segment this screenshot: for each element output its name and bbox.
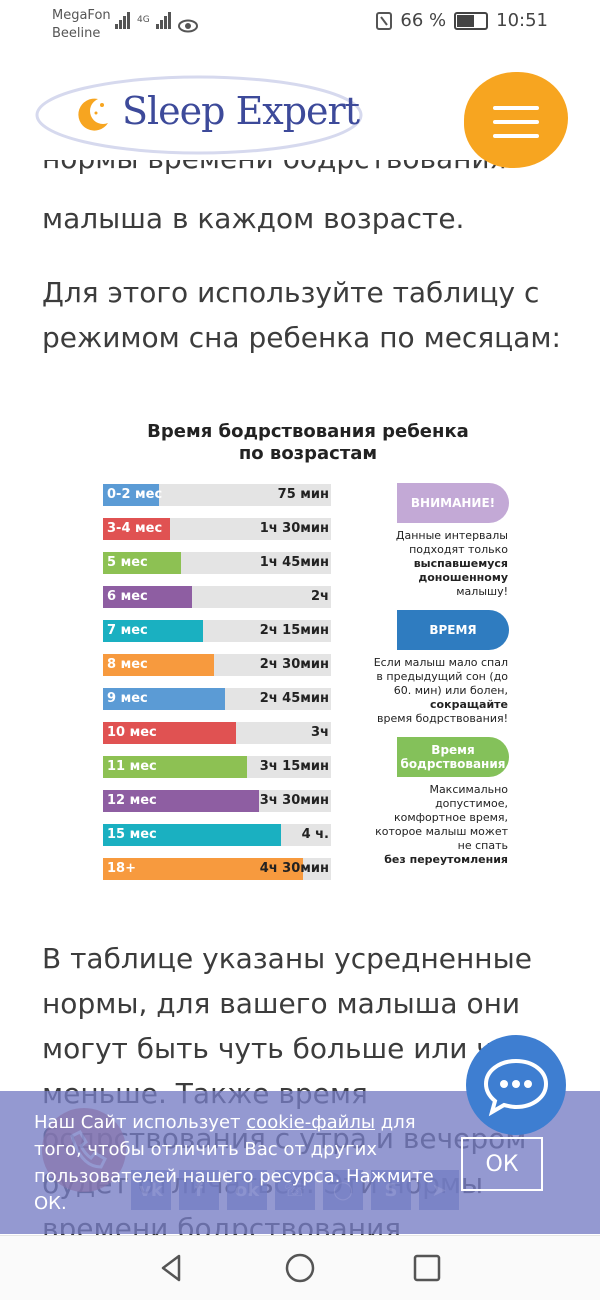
logo-text: Sleep Expert xyxy=(122,89,360,133)
age-label: 12 мес xyxy=(107,793,157,808)
logo[interactable]: Sleep Expert xyxy=(34,73,364,157)
attention-badge: ВНИМАНИЕ! xyxy=(397,483,509,523)
age-label: 6 мес xyxy=(107,589,148,604)
duration-label: 4 ч. xyxy=(301,827,329,842)
duration-label: 4ч 30мин xyxy=(259,861,329,876)
duration-bar xyxy=(103,824,281,846)
age-row: 15 мес 4 ч. xyxy=(103,824,331,846)
waking-time-infographic: Время бодрствования ребенка по возрастам… xyxy=(100,415,520,890)
age-label: 15 мес xyxy=(107,827,157,842)
battery-percent: 66 % xyxy=(400,10,447,31)
paragraph-2: Для этого используйте таблицу с режимом … xyxy=(42,276,561,354)
age-label: 7 мес xyxy=(107,623,148,638)
age-label: 10 мес xyxy=(107,725,157,740)
duration-bar xyxy=(103,586,192,608)
duration-label: 75 мин xyxy=(277,487,329,502)
duration-bar xyxy=(103,654,214,676)
age-label: 3-4 мес xyxy=(107,521,163,536)
cookie-text: Наш Сайт использует cookie-файлы для тог… xyxy=(34,1112,434,1214)
duration-bar xyxy=(103,790,259,812)
age-label: 5 мес xyxy=(107,555,148,570)
home-icon[interactable] xyxy=(284,1252,316,1284)
duration-label: 2ч 45мин xyxy=(259,691,329,706)
system-nav-bar xyxy=(0,1235,600,1300)
age-row: 3-4 мес 1ч 30мин xyxy=(103,518,331,540)
cookie-ok-button[interactable]: ОК xyxy=(461,1137,543,1191)
waking-note: Максимально допустимое, комфортное время… xyxy=(375,783,508,866)
waking-badge: Время бодрствования xyxy=(397,737,509,777)
duration-label: 2ч 30мин xyxy=(259,657,329,672)
duration-label: 1ч 30мин xyxy=(259,521,329,536)
signal-icons: 4G xyxy=(115,12,198,33)
duration-bar xyxy=(103,518,170,540)
age-label: 9 мес xyxy=(107,691,148,706)
status-bar: MegaFon Beeline 4G 66 % 10:51 xyxy=(0,0,600,48)
age-row: 0-2 мес 75 мин xyxy=(103,484,331,506)
clock: 10:51 xyxy=(496,10,548,31)
duration-label: 1ч 45мин xyxy=(259,555,329,570)
duration-label: 2ч xyxy=(311,589,329,604)
age-label: 8 мес xyxy=(107,657,148,672)
chat-icon xyxy=(483,1058,549,1117)
nfc-icon xyxy=(376,11,393,30)
age-label: 18+ xyxy=(107,861,136,876)
age-row: 5 мес 1ч 45мин xyxy=(103,552,331,574)
attention-note: Данные интервалы подходят только выспавш… xyxy=(395,529,508,598)
network-type: 4G xyxy=(137,15,150,25)
duration-bar xyxy=(103,756,247,778)
eye-icon xyxy=(177,19,198,33)
duration-bar xyxy=(103,620,203,642)
age-row: 7 мес 2ч 15мин xyxy=(103,620,331,642)
cut-line: нормы времени бодрствования xyxy=(42,160,542,182)
age-row: 11 мес 3ч 15мин xyxy=(103,756,331,778)
recents-icon[interactable] xyxy=(413,1254,441,1282)
time-note: Если малыш мало спал в предыдущий сон (д… xyxy=(373,656,508,725)
back-icon[interactable] xyxy=(157,1253,187,1283)
menu-button[interactable] xyxy=(464,72,568,168)
duration-bar xyxy=(103,688,225,710)
signal-icon-2 xyxy=(155,12,172,33)
battery-icon xyxy=(454,11,489,30)
age-row: 18+ 4ч 30мин xyxy=(103,858,331,880)
chat-button[interactable] xyxy=(466,1035,566,1135)
carrier-2: Beeline xyxy=(52,26,101,41)
duration-bar xyxy=(103,484,159,506)
duration-label: 3ч 15мин xyxy=(259,759,329,774)
duration-bar xyxy=(103,552,181,574)
duration-label: 2ч 15мин xyxy=(259,623,329,638)
duration-label: 3ч xyxy=(311,725,329,740)
duration-bar xyxy=(103,858,303,880)
age-label: 11 мес xyxy=(107,759,157,774)
time-badge: ВРЕМЯ xyxy=(397,610,509,650)
duration-label: 3ч 30мин xyxy=(259,793,329,808)
signal-icon xyxy=(115,12,131,33)
age-row: 9 мес 2ч 45мин xyxy=(103,688,331,710)
age-label: 0-2 мес xyxy=(107,487,163,502)
age-row: 6 мес 2ч xyxy=(103,586,331,608)
moon-icon xyxy=(78,98,108,131)
paragraph-1-end: малыша в каждом возрасте. xyxy=(42,202,465,235)
infographic-title: Время бодрствования ребенка по возрастам xyxy=(147,421,469,464)
carrier-1: MegaFon xyxy=(52,8,111,23)
age-row: 12 мес 3ч 30мин xyxy=(103,790,331,812)
logo-ellipse xyxy=(35,75,363,155)
status-right: 66 % 10:51 xyxy=(376,10,548,31)
hamburger-icon xyxy=(493,106,539,110)
age-row: 10 мес 3ч xyxy=(103,722,331,744)
cookie-link[interactable]: cookie-файлы xyxy=(246,1112,376,1133)
age-row: 8 мес 2ч 30мин xyxy=(103,654,331,676)
duration-bar xyxy=(103,722,236,744)
